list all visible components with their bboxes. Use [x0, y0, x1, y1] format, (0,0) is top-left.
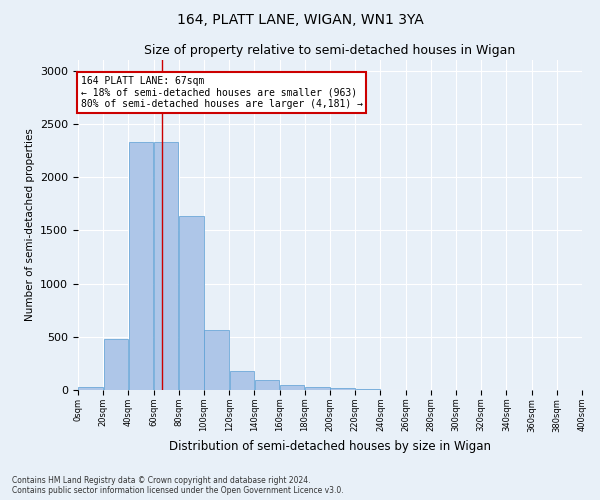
Title: Size of property relative to semi-detached houses in Wigan: Size of property relative to semi-detach…	[145, 44, 515, 58]
Bar	[305, 387, 329, 390]
Y-axis label: Number of semi-detached properties: Number of semi-detached properties	[25, 128, 35, 322]
Bar	[104, 339, 128, 390]
Text: 164, PLATT LANE, WIGAN, WN1 3YA: 164, PLATT LANE, WIGAN, WN1 3YA	[176, 12, 424, 26]
Text: 164 PLATT LANE: 67sqm
← 18% of semi-detached houses are smaller (963)
80% of sem: 164 PLATT LANE: 67sqm ← 18% of semi-deta…	[80, 76, 362, 109]
Bar	[205, 330, 229, 390]
Bar	[129, 142, 153, 390]
Bar	[255, 380, 279, 390]
Bar	[280, 384, 304, 390]
Bar	[79, 388, 103, 390]
Bar	[331, 388, 355, 390]
Bar	[179, 216, 203, 390]
Bar	[230, 372, 254, 390]
X-axis label: Distribution of semi-detached houses by size in Wigan: Distribution of semi-detached houses by …	[169, 440, 491, 453]
Text: Contains HM Land Registry data © Crown copyright and database right 2024.
Contai: Contains HM Land Registry data © Crown c…	[12, 476, 344, 495]
Bar	[154, 142, 178, 390]
